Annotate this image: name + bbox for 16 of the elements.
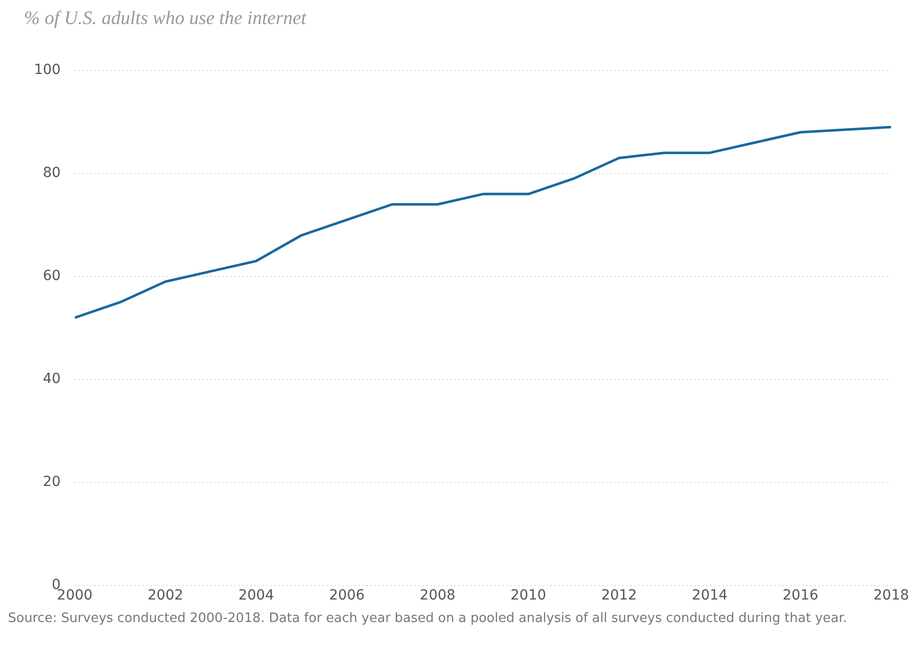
x-tick-label: 2018 [873,588,910,604]
x-tick-label: 2006 [329,588,365,604]
y-tick-label: 40 [42,371,61,388]
y-tick-label: 80 [42,165,61,182]
y-tick-label: 60 [42,268,61,284]
y-tick-label: 100 [34,62,61,78]
source-note: Source: Surveys conducted 2000-2018. Data for each year based on a pooled analysis of all surveys conducted during that year. [8,611,848,626]
chart-title: % of U.S. adults who use the internet [24,8,306,30]
x-tick-label: 2004 [238,588,274,604]
x-tick-label: 2010 [510,588,546,604]
y-tick-label: 20 [42,474,61,490]
x-tick-label: 2012 [601,588,637,604]
x-tick-label: 2014 [692,588,728,604]
x-tick-label: 2002 [148,588,184,604]
x-tick-label: 2008 [420,588,456,604]
x-tick-label: 2016 [782,588,818,604]
